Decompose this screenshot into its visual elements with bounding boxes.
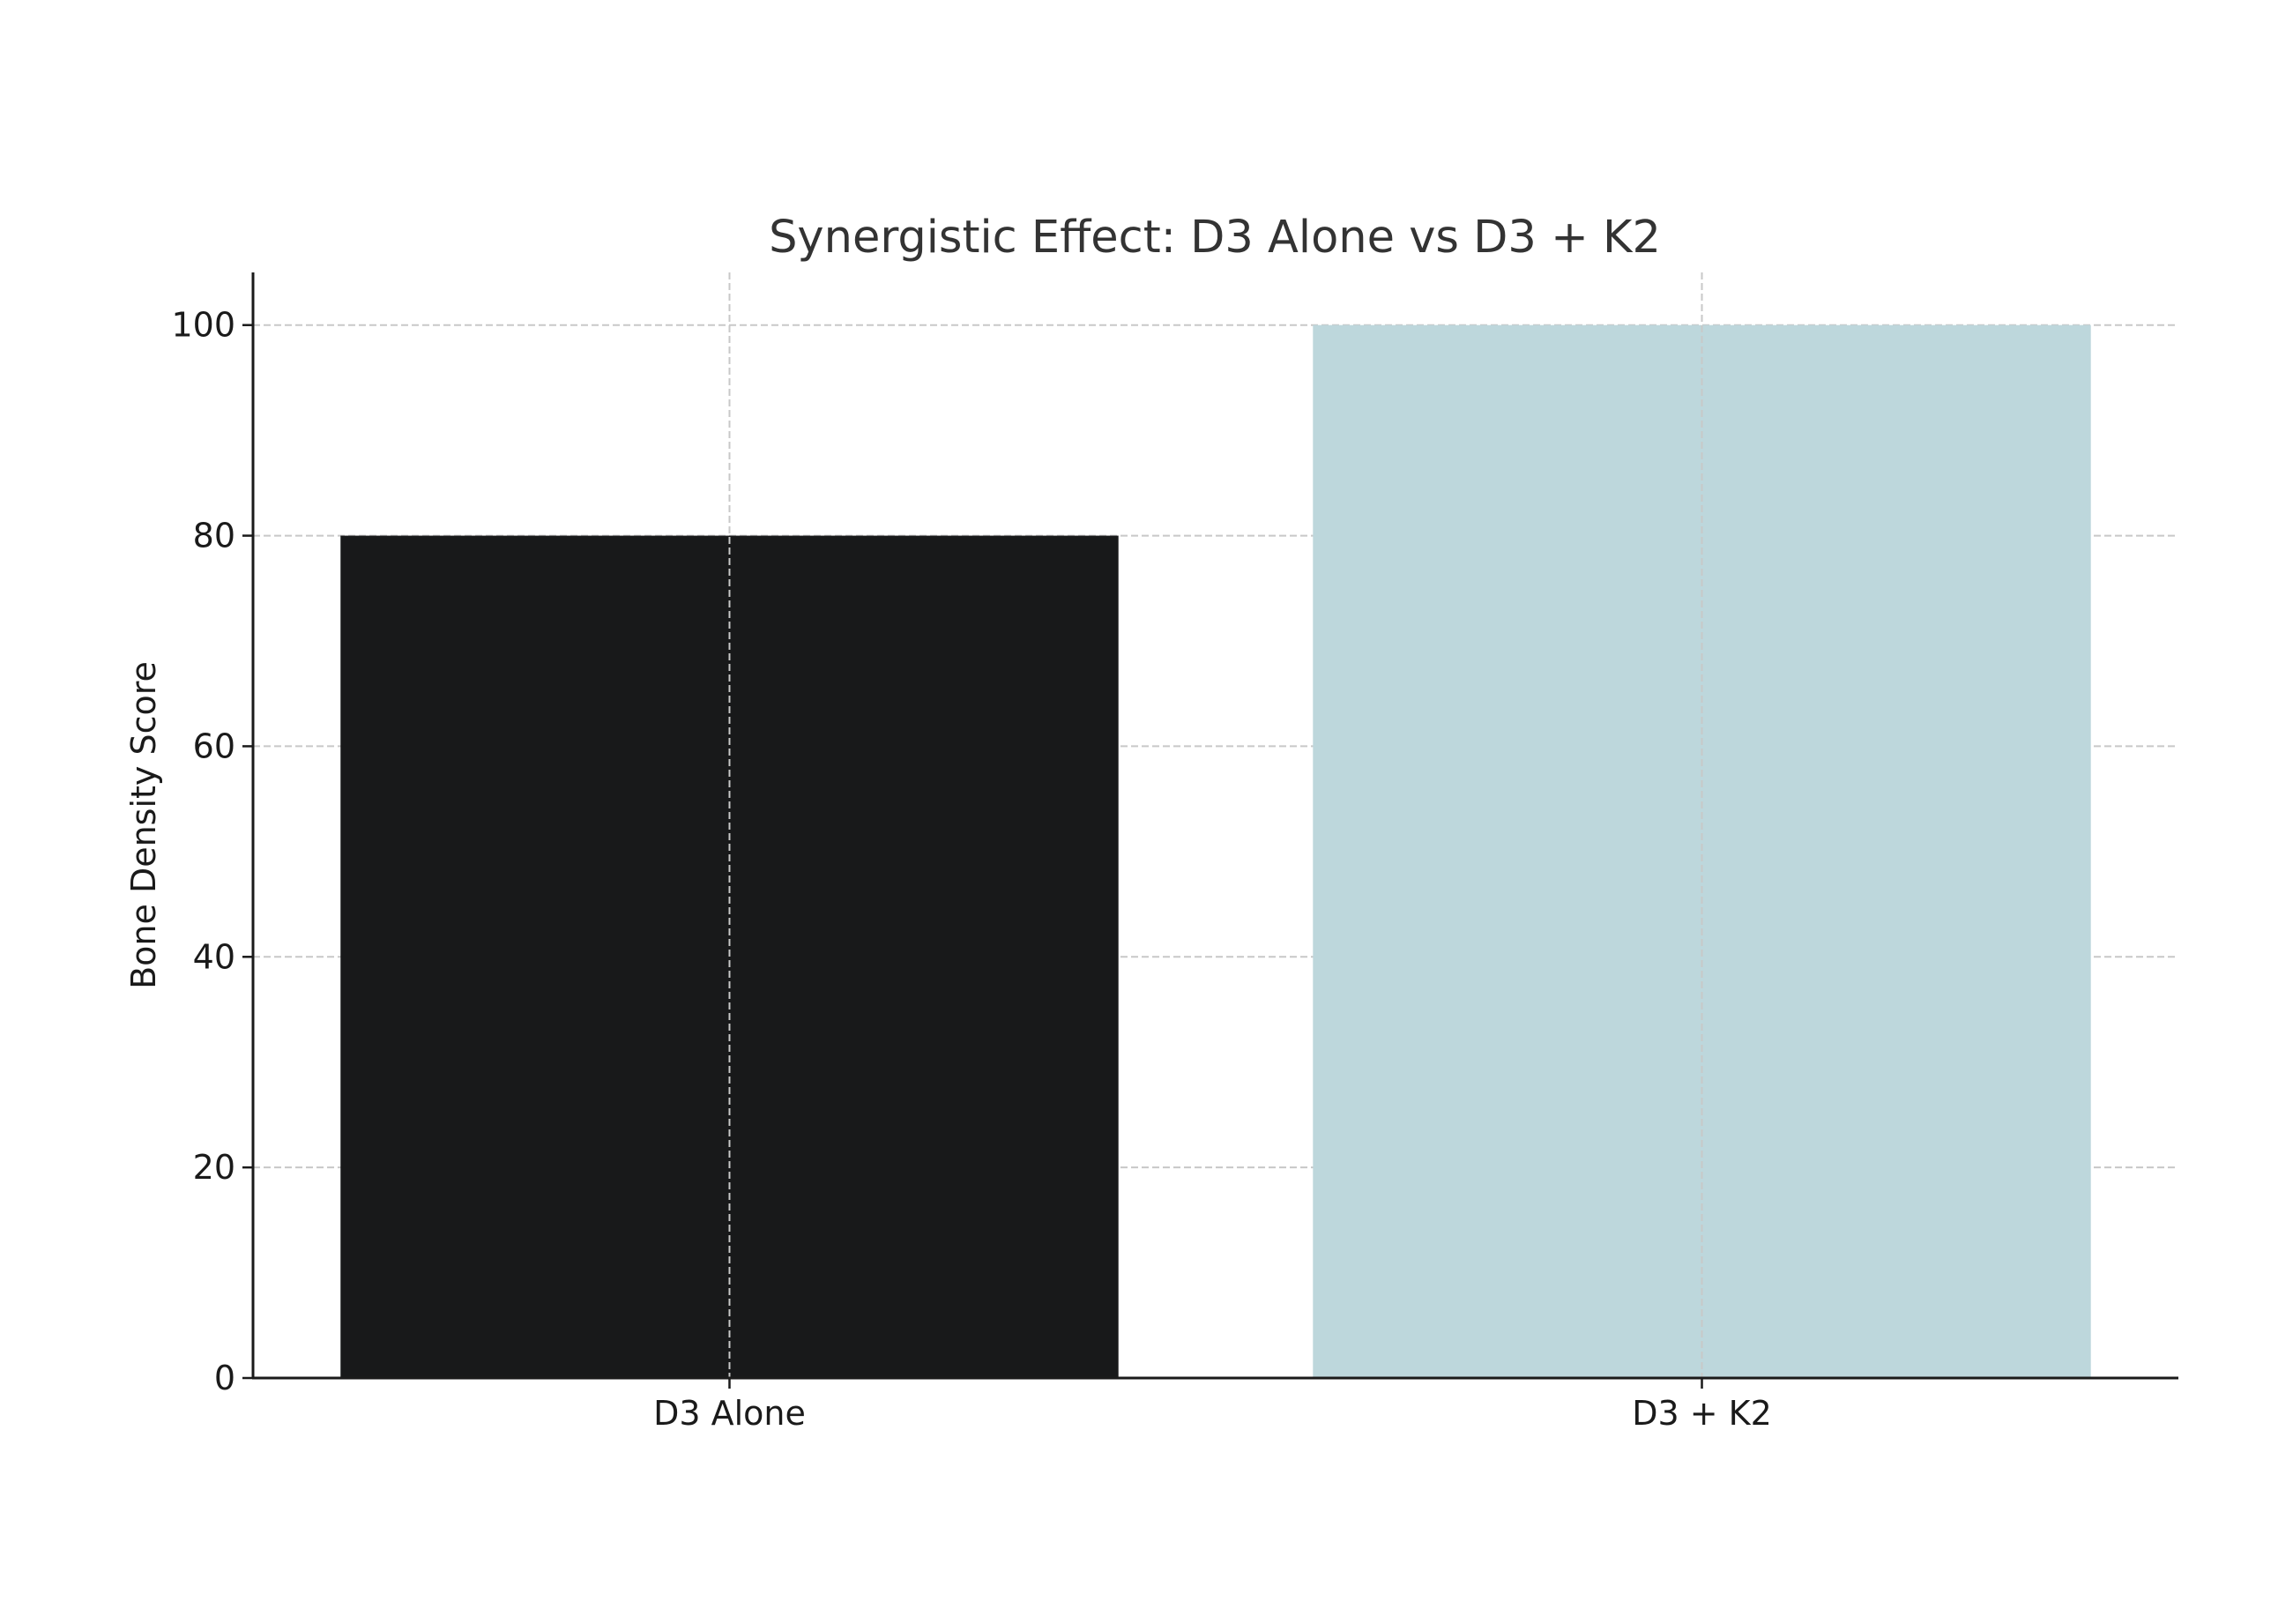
- y-tick-label: 20: [193, 1148, 235, 1187]
- y-tick-label: 80: [193, 517, 235, 555]
- y-tick-label: 40: [193, 937, 235, 976]
- y-tick-label: 60: [193, 726, 235, 765]
- y-axis-label: Bone Density Score: [124, 661, 163, 989]
- axes: [251, 272, 2178, 1380]
- chart-title: Synergistic Effect: D3 Alone vs D3 + K2: [769, 212, 1661, 264]
- x-tick-label: D3 Alone: [653, 1394, 806, 1433]
- y-tick-label: 0: [214, 1359, 235, 1397]
- x-tick-label: D3 + K2: [1632, 1394, 1772, 1433]
- bars: [340, 324, 2091, 1378]
- vertical-grid: [728, 272, 1703, 1378]
- y-tick-label: 100: [171, 306, 235, 345]
- ticks: 0 20 40 60 80 100 D3 Alone D3 + K2: [171, 306, 1771, 1433]
